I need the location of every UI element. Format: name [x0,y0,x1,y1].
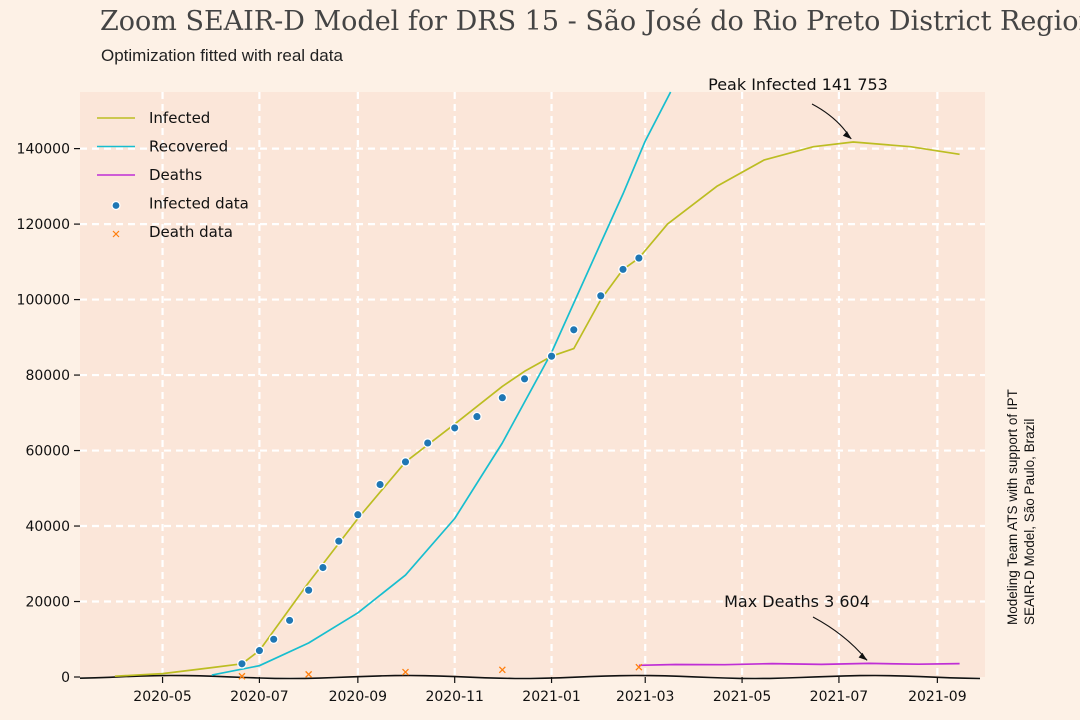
annotation-arrow [812,616,868,661]
data-point-infected-data [333,536,344,546]
data-point-death-data [238,672,246,680]
data-point-infected-data [422,438,433,448]
legend-label: Infected data [149,195,249,213]
x-tick-label: 2021-01 [522,689,581,705]
legend-item-recovered: Recovered [97,138,228,156]
legend: Infected Recovered Deaths Infected data Deat… [97,109,249,241]
data-point-infected-data [284,615,295,626]
y-tick-label: 140000 [17,142,70,158]
x-tick-label: 2021-09 [908,689,967,705]
chart-title: Zoom SEAIR-D Model for DRS 15 - São José… [100,6,1080,37]
legend-item-deaths: Deaths [97,166,202,184]
data-point-infected-data [634,253,644,263]
series-line-deaths [638,662,960,667]
data-point-death-data [498,666,506,674]
x-tick-label: 2020-11 [425,689,484,705]
y-tick-label: 120000 [17,217,70,233]
data-point-infected-data [318,562,328,573]
annotation-arrow [811,103,852,140]
series-line-recovered [211,91,672,676]
chart-subtitle: Optimization fitted with real data [101,46,343,65]
x-axis-line [79,674,981,680]
y-axis: 0 20000 40000 60000 80000 100000 120000 140000 [17,142,80,686]
x-axis: 2020-05 2020-07 2020-09 2020-11 2021-01 2021-… [79,674,981,705]
legend-label: Death data [149,223,233,241]
legend-label: Deaths [149,166,202,184]
legend-item-death-data: Death data [112,223,233,241]
y-tick-label: 0 [61,670,70,686]
legend-swatch [112,230,120,238]
x-tick-label: 2020-05 [133,689,192,705]
data-point-infected-data [519,373,530,384]
data-point-infected-data [237,658,247,669]
x-tick-label: 2020-09 [329,689,388,705]
legend-label: Recovered [149,138,228,156]
data-point-infected-data [618,264,628,275]
legend-label: Infected [149,109,210,127]
legend-swatch [111,200,121,211]
annotations-layer: Peak Infected 141 753 Max Deaths 3 604 [708,75,888,661]
data-point-infected-data [303,585,314,596]
x-tick-label: 2021-03 [616,689,675,705]
y-tick-label: 100000 [17,293,70,309]
markers-layer [237,253,644,680]
x-tick-label: 2021-07 [810,689,869,705]
data-point-infected-data [449,423,460,433]
legend-item-infected-data: Infected data [111,195,249,213]
data-point-infected-data [497,392,508,403]
data-point-infected-data [375,479,385,490]
data-point-infected-data [472,411,482,422]
x-tick-label: 2020-07 [230,689,289,705]
y-tick-label: 20000 [25,595,70,611]
y-tick-label: 80000 [25,368,70,384]
data-point-infected-data [353,509,363,520]
legend-item-infected: Infected [97,109,210,127]
grid [80,92,985,677]
data-point-death-data [402,668,409,676]
annotation-label: Peak Infected 141 753 [708,75,888,94]
plot-background [80,92,985,677]
x-tick-label: 2021-05 [713,689,772,705]
y-tick-label: 40000 [25,519,70,535]
data-point-infected-data [595,290,606,301]
annotation-label: Max Deaths 3 604 [724,592,870,611]
data-point-death-data [305,670,313,678]
data-point-infected-data [400,457,411,467]
y-tick-label: 60000 [25,444,70,460]
data-point-infected-data [254,645,265,656]
data-point-infected-data [268,634,279,645]
data-point-death-data [635,663,643,671]
data-point-infected-data [568,324,579,335]
data-point-infected-data [546,351,557,362]
